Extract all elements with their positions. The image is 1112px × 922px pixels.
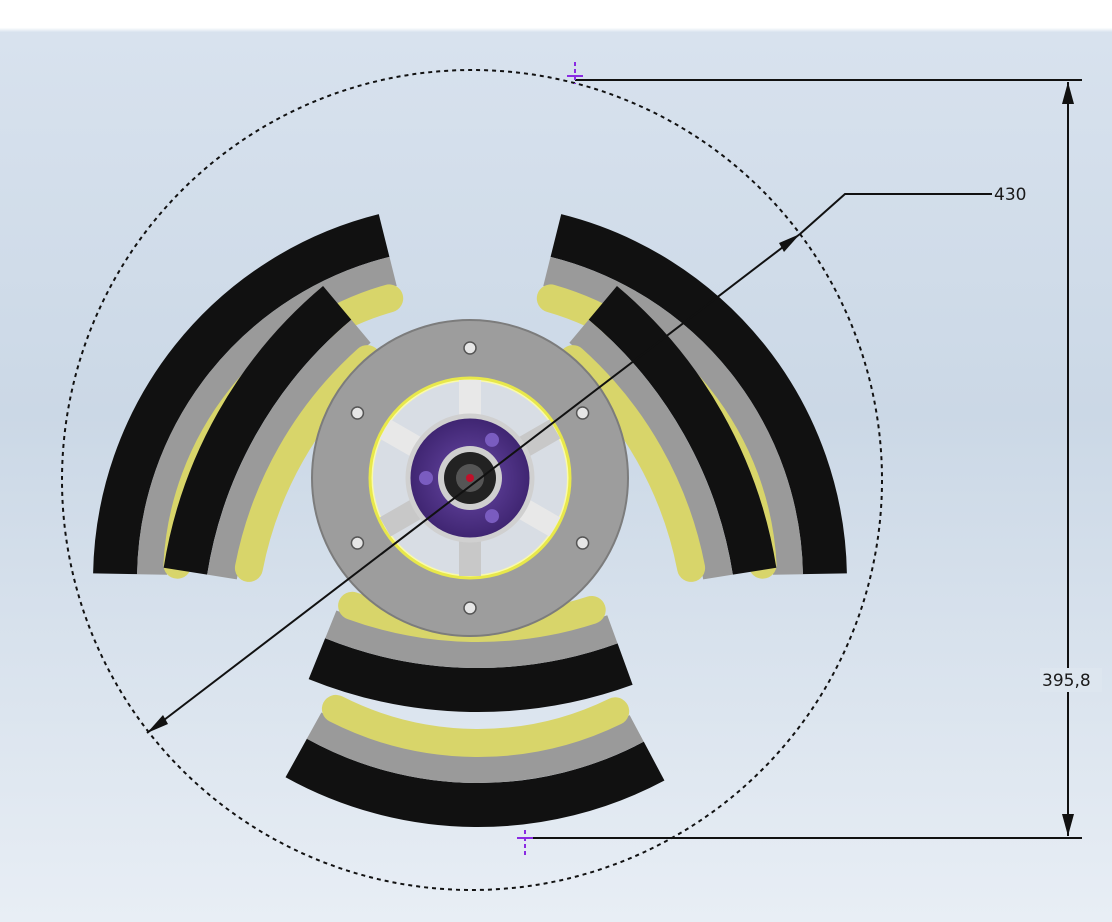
hex-bolt-icon	[350, 406, 365, 420]
central-hub[interactable]	[311, 319, 629, 637]
tire-band[interactable]	[285, 738, 665, 828]
axis-center-icon	[466, 474, 474, 482]
tire-band[interactable]	[588, 286, 777, 575]
tire-band[interactable]	[550, 214, 847, 575]
hub-inner-bolt-icon	[485, 432, 499, 447]
tire-band[interactable]	[308, 638, 633, 713]
point-marker-bottom[interactable]	[517, 830, 533, 856]
point-marker-top[interactable]	[567, 62, 583, 84]
hex-bolt-icon	[463, 341, 477, 355]
arrow-head-top	[1062, 82, 1074, 104]
hub-bolts	[350, 341, 590, 615]
frame-band[interactable]	[543, 256, 803, 575]
hex-bolt-icon	[575, 536, 590, 550]
hub-inner-bolt-icon	[419, 471, 433, 485]
frame-band[interactable]	[325, 610, 618, 668]
hex-bolt-icon	[463, 601, 477, 615]
arrow-head-bottom	[1062, 814, 1074, 836]
frame-band[interactable]	[306, 712, 644, 783]
height-value: 395,8	[1042, 671, 1091, 691]
hex-bolt-icon	[575, 406, 590, 420]
frame-band[interactable]	[569, 319, 733, 580]
diameter-dimension[interactable]: 430	[146, 185, 1026, 734]
hub-inner-bolt-icon	[485, 509, 499, 524]
tire-band[interactable]	[163, 286, 352, 575]
roller-module-bottom-outer[interactable]	[285, 694, 665, 828]
bounding-circle-dashed	[61, 69, 883, 891]
height-dimension[interactable]: 395,8	[525, 79, 1102, 839]
diameter-line	[146, 233, 801, 734]
yellow-roller[interactable]	[321, 694, 630, 757]
arrow-head-left	[147, 715, 168, 733]
roller-arcs-group	[93, 214, 847, 828]
arrow-head-right	[779, 234, 800, 252]
frame-band[interactable]	[207, 319, 371, 580]
diameter-value: 430	[994, 185, 1026, 205]
hex-bolt-icon	[350, 536, 365, 550]
frame-band[interactable]	[137, 256, 397, 575]
tire-band[interactable]	[93, 214, 390, 575]
diameter-leader	[799, 193, 992, 235]
height-label-bg	[1040, 668, 1102, 692]
